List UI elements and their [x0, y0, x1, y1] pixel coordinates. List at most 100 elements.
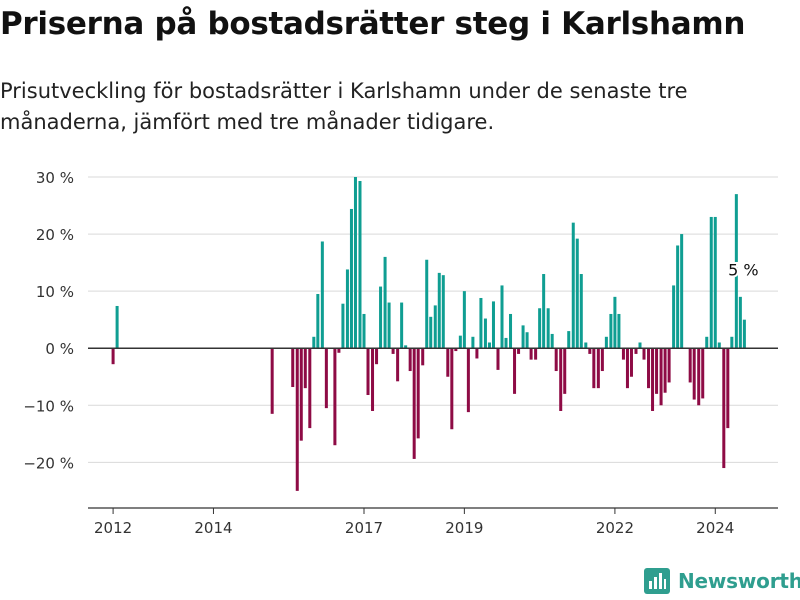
bar: [563, 348, 567, 394]
bar: [437, 272, 441, 349]
bar: [709, 216, 713, 349]
bar: [433, 305, 437, 349]
bar: [717, 342, 721, 349]
bar: [663, 348, 667, 393]
bar: [324, 348, 328, 409]
bar: [513, 348, 517, 394]
bar: [701, 348, 705, 399]
y-tick-label: 30 %: [36, 169, 74, 187]
bar: [554, 348, 558, 372]
bar: [571, 222, 575, 349]
bar: [642, 348, 646, 360]
bar: [291, 348, 295, 388]
bar: [429, 316, 433, 349]
y-tick-label: −10 %: [23, 397, 74, 415]
bar: [529, 348, 533, 360]
bar: [462, 291, 466, 349]
bar: [575, 238, 579, 349]
bar: [613, 296, 617, 349]
bar: [680, 234, 684, 349]
bar: [475, 348, 479, 359]
bar: [299, 348, 303, 441]
bar: [412, 348, 416, 459]
bar: [408, 348, 412, 372]
bar: [734, 194, 738, 349]
x-tick-label: 2014: [194, 519, 232, 537]
bar: [316, 293, 320, 349]
bar: [688, 348, 692, 383]
bar: [588, 348, 592, 354]
bar: [446, 348, 450, 377]
bar: [115, 305, 119, 349]
bar: [391, 348, 395, 354]
bar: [496, 348, 500, 370]
bar: [303, 348, 307, 389]
bar: [584, 342, 588, 349]
axes: [88, 347, 778, 514]
bar: [667, 348, 671, 383]
bar: [471, 336, 475, 349]
y-tick-label: 20 %: [36, 226, 74, 244]
bar: [404, 345, 408, 349]
x-tick-label: 2019: [445, 519, 483, 537]
bar: [559, 348, 563, 411]
bar: [504, 337, 508, 349]
bar: [659, 348, 663, 406]
bar: [500, 285, 504, 349]
bar: [609, 313, 613, 349]
bar: [538, 308, 542, 349]
bar: [320, 241, 324, 349]
bar: [542, 274, 546, 349]
latest-value-label: 5 %: [728, 261, 758, 280]
bar: [625, 348, 629, 389]
bar: [454, 348, 458, 352]
bar: [742, 319, 746, 349]
x-tick-label: 2012: [94, 519, 132, 537]
bar: [722, 348, 726, 469]
bar: [353, 177, 357, 349]
bar: [651, 348, 655, 411]
newsworthy-logo[interactable]: Newsworthy: [644, 568, 800, 594]
bar: [270, 348, 274, 414]
bar: [358, 180, 362, 349]
bar: [387, 302, 391, 349]
newsworthy-logo-icon: [644, 568, 670, 594]
y-tick-label: 0 %: [45, 340, 74, 358]
bar: [425, 259, 429, 349]
bar: [600, 348, 604, 372]
bar: [341, 303, 345, 349]
x-tick-label: 2024: [696, 519, 734, 537]
bar: [705, 336, 709, 349]
brand-name: Newsworthy: [678, 569, 800, 593]
bar: [546, 308, 550, 349]
bar: [509, 313, 513, 349]
bar: [638, 342, 642, 349]
bar: [479, 297, 483, 349]
bar: [295, 348, 299, 491]
bar: [579, 274, 583, 349]
bar: [604, 336, 608, 349]
bar: [567, 331, 571, 349]
bar: [647, 348, 651, 389]
bar: [596, 348, 600, 389]
bar: [713, 216, 717, 349]
y-tick-label: −20 %: [23, 454, 74, 472]
bar: [521, 325, 525, 349]
bar: [483, 318, 487, 349]
x-tick-label: 2017: [345, 519, 383, 537]
bar: [672, 285, 676, 349]
bar: [491, 301, 495, 349]
bar: [592, 348, 596, 389]
y-tick-label: 10 %: [36, 283, 74, 301]
bar: [466, 348, 470, 413]
bar: [517, 348, 521, 354]
bar: [345, 269, 349, 349]
bar: [534, 348, 538, 360]
bar: [525, 332, 529, 349]
bar: [697, 348, 701, 406]
bars: [111, 177, 746, 491]
bar: [450, 348, 454, 430]
bar: [379, 286, 383, 349]
bar: [621, 348, 625, 360]
bar: [692, 348, 696, 400]
